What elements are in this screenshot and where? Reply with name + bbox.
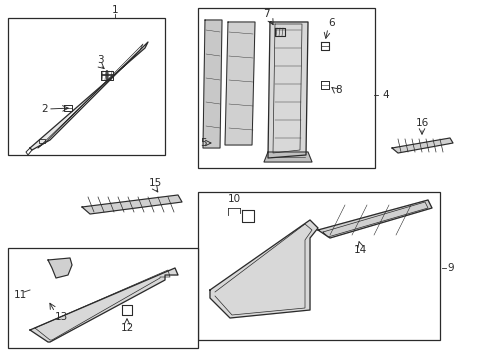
Text: 2: 2	[41, 104, 48, 114]
Bar	[8, 18, 164, 155]
Text: 16: 16	[414, 118, 428, 128]
Bar	[198, 192, 439, 340]
Polygon shape	[267, 22, 307, 158]
Text: 12: 12	[120, 323, 133, 333]
Polygon shape	[317, 200, 431, 238]
Text: 7: 7	[263, 9, 269, 19]
Text: 6: 6	[327, 18, 334, 28]
Text: 13: 13	[55, 312, 68, 322]
Text: 9: 9	[446, 263, 453, 273]
Polygon shape	[391, 138, 452, 153]
Polygon shape	[203, 20, 222, 148]
Polygon shape	[224, 22, 254, 145]
Text: 10: 10	[227, 194, 240, 204]
Polygon shape	[30, 268, 178, 342]
Polygon shape	[30, 42, 148, 150]
Bar	[198, 8, 374, 168]
Text: 3: 3	[97, 55, 103, 65]
Text: 11: 11	[14, 290, 27, 300]
Text: 15: 15	[148, 178, 162, 188]
Polygon shape	[48, 258, 72, 278]
Bar	[8, 248, 198, 348]
Text: 8: 8	[334, 85, 341, 95]
Text: 1: 1	[111, 5, 118, 15]
Polygon shape	[82, 195, 182, 214]
Text: 4: 4	[381, 90, 388, 100]
Polygon shape	[209, 220, 317, 318]
Polygon shape	[264, 152, 311, 162]
Text: 14: 14	[353, 245, 366, 255]
Text: 5: 5	[200, 138, 206, 148]
